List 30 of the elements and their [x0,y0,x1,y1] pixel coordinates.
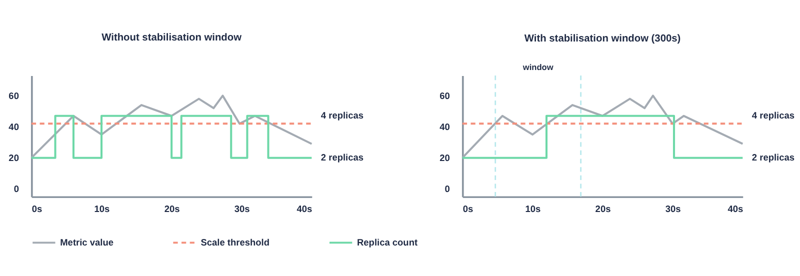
x-tick-label: 0s [462,204,474,214]
annotation: 2 replicas [320,152,364,163]
text: window [522,62,554,72]
x-tick-label: 10s [94,204,110,214]
y-tick-label: 0 [444,184,450,194]
x-tick-label: 30s [234,204,250,214]
x-tick-label: 30s [665,204,681,214]
x-tick-label: 20s [164,204,180,214]
legend-label: Scale threshold [200,237,270,248]
y-tick-label: 40 [440,122,450,132]
chart-title: Without stabilisation window [102,32,242,44]
y-tick-label: 60 [8,90,19,101]
y-tick-label: 40 [8,122,19,132]
line-series [461,94,744,159]
annotation: 2 replicas [752,152,795,163]
x-tick-label: 10s [525,204,541,214]
chart-title: With stabilisation window (300s) [524,33,681,44]
y-tick-label: 20 [8,153,19,164]
y-tick-label: 20 [440,153,450,164]
text: 4 replicas [752,110,795,121]
x-tick-label: 0s [32,204,42,214]
text: 4 replicas [320,110,364,121]
y-tick-label: 0 [14,184,19,194]
x-tick-label: 40s [296,204,312,214]
x-tick-label: 20s [595,204,611,214]
y-tick-label: 60 [440,90,450,101]
x-tick-label: 40s [728,204,744,214]
line-series [30,94,313,159]
legend-label: Replica count [356,237,418,248]
legend-label: Metric value [60,237,114,248]
